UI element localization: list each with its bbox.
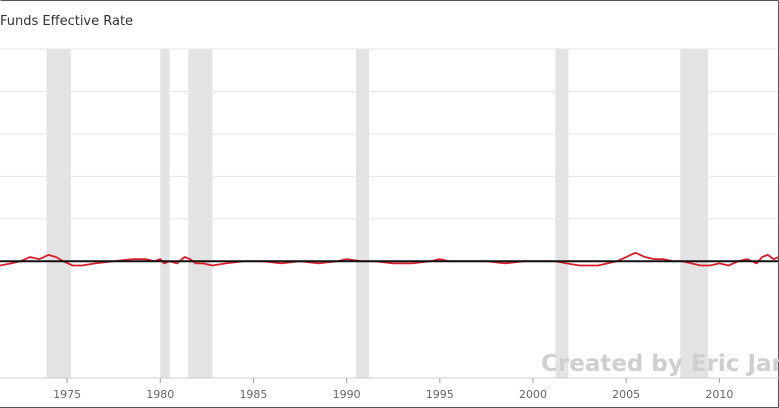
watermark: Created by Eric Janszen	[541, 351, 779, 377]
recession-band-4	[555, 49, 569, 378]
x-tick-label-0: 1975	[53, 388, 81, 401]
recession-band-5	[680, 49, 709, 378]
x-tick-label-7: 2010	[705, 388, 733, 401]
recession-band-0	[46, 49, 71, 378]
recession-bands	[46, 49, 709, 378]
legend-label: Funds Effective Rate	[0, 14, 133, 29]
series-lines	[0, 251, 779, 267]
recession-band-1	[160, 49, 170, 378]
recession-band-2	[188, 49, 213, 378]
x-tick-label-3: 1990	[333, 388, 361, 401]
x-tick-label-4: 1995	[426, 388, 454, 401]
x-tick-label-2: 1985	[239, 388, 267, 401]
x-tick-label-5: 2000	[519, 388, 547, 401]
x-tick-label-6: 2005	[612, 388, 640, 401]
x-axis-ticks: 1975 1980 1985 1990 1995 2000 2005 2010	[53, 378, 733, 401]
x-tick-label-1: 1980	[146, 388, 174, 401]
recession-band-3	[355, 49, 369, 378]
